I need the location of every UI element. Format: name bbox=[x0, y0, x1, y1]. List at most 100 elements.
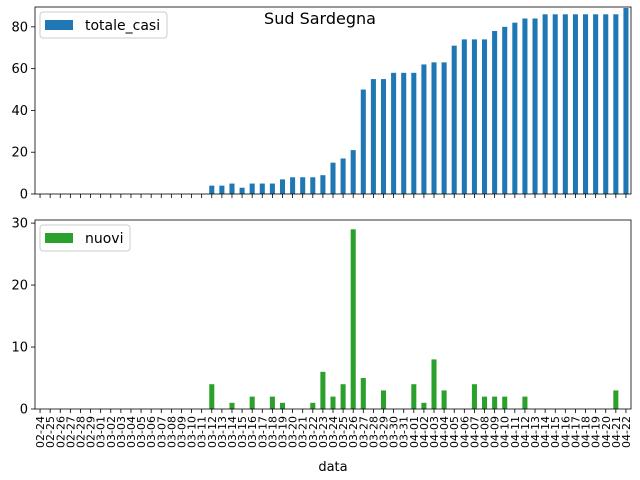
top-bar-03-22 bbox=[310, 177, 316, 194]
top-bar-04-13 bbox=[532, 18, 538, 194]
bottom-bar-03-19 bbox=[279, 402, 286, 409]
xtick-label-04-20: 04-20 bbox=[600, 416, 613, 448]
xtick-label-04-04: 04-04 bbox=[438, 416, 451, 448]
xtick-label-03-22: 03-22 bbox=[307, 416, 320, 448]
xtick-label-03-16: 03-16 bbox=[246, 416, 259, 448]
top-bar-03-28 bbox=[370, 79, 376, 194]
top-bar-03-13 bbox=[219, 185, 225, 194]
top-bar-03-29 bbox=[380, 79, 387, 194]
top-bar-04-09 bbox=[492, 31, 498, 195]
top-bar-04-07 bbox=[471, 39, 477, 194]
top-bar-04-21 bbox=[613, 14, 619, 195]
bottom-bar-04-12 bbox=[522, 396, 528, 409]
top-bar-03-23 bbox=[320, 175, 326, 194]
bottom-ytick-label: 30 bbox=[11, 217, 28, 232]
xtick-label-04-09: 04-09 bbox=[489, 416, 502, 448]
bottom-bar-04-10 bbox=[502, 396, 508, 409]
xtick-label-02-24: 02-24 bbox=[34, 416, 47, 448]
xtick-label-03-03: 03-03 bbox=[115, 416, 128, 448]
top-bar-04-06 bbox=[461, 39, 467, 194]
bottom-bar-03-16 bbox=[249, 396, 255, 409]
xtick-label-04-14: 04-14 bbox=[539, 416, 552, 448]
xtick-label-04-08: 04-08 bbox=[479, 416, 492, 448]
top-bar-03-21 bbox=[300, 177, 306, 194]
bottom-bar-03-22 bbox=[310, 402, 316, 409]
xtick-label-03-21: 03-21 bbox=[297, 416, 310, 448]
xtick-label-03-26: 03-26 bbox=[347, 416, 360, 448]
bottom-axes-frame bbox=[34, 219, 632, 410]
xtick-label-04-05: 04-05 bbox=[448, 416, 461, 448]
top-bar-04-10 bbox=[502, 26, 508, 194]
top-bar-04-20 bbox=[603, 14, 609, 195]
xtick-label-04-07: 04-07 bbox=[468, 416, 481, 448]
xtick-label-03-02: 03-02 bbox=[105, 416, 118, 448]
xtick-label-04-21: 04-21 bbox=[610, 416, 623, 448]
xtick-label-04-02: 04-02 bbox=[418, 416, 431, 448]
top-bar-04-04 bbox=[441, 62, 447, 195]
xtick-label-03-20: 03-20 bbox=[287, 416, 300, 448]
xtick-label-02-27: 02-27 bbox=[64, 416, 77, 448]
bottom-bar-04-07 bbox=[471, 384, 477, 409]
top-bar-04-05 bbox=[451, 45, 457, 195]
xtick-label-03-27: 03-27 bbox=[357, 416, 370, 448]
top-bar-04-22 bbox=[623, 8, 629, 195]
top-legend-label: totale_casi bbox=[85, 18, 160, 34]
top-bar-04-17 bbox=[572, 14, 578, 195]
xtick-label-04-01: 04-01 bbox=[408, 416, 421, 448]
top-bar-03-31 bbox=[401, 72, 407, 194]
bottom-bar-04-04 bbox=[441, 390, 447, 409]
top-bar-04-03 bbox=[431, 62, 437, 195]
xtick-label-03-31: 03-31 bbox=[398, 416, 411, 448]
top-bar-03-15 bbox=[239, 187, 245, 194]
bottom-bar-03-18 bbox=[269, 396, 275, 409]
xtick-label-03-14: 03-14 bbox=[226, 416, 239, 448]
xtick-label-03-23: 03-23 bbox=[317, 416, 330, 448]
top-bar-03-26 bbox=[350, 150, 356, 194]
xtick-label-03-07: 03-07 bbox=[155, 416, 168, 448]
xtick-label-03-17: 03-17 bbox=[256, 416, 269, 448]
top-bar-04-02 bbox=[421, 64, 427, 195]
bottom-bar-04-01 bbox=[411, 384, 417, 409]
bottom-ytick-label: 0 bbox=[20, 403, 28, 418]
xtick-label-03-06: 03-06 bbox=[145, 416, 158, 448]
xtick-label-04-13: 04-13 bbox=[529, 416, 542, 448]
xtick-label-03-28: 03-28 bbox=[367, 416, 380, 448]
xtick-label-03-05: 03-05 bbox=[135, 416, 148, 448]
top-bar-04-16 bbox=[562, 14, 568, 195]
bottom-bar-03-26 bbox=[350, 229, 356, 409]
xtick-label-03-13: 03-13 bbox=[216, 416, 229, 448]
xtick-label-03-11: 03-11 bbox=[196, 416, 209, 448]
xtick-label-04-06: 04-06 bbox=[458, 416, 471, 448]
xtick-label-02-28: 02-28 bbox=[74, 416, 87, 448]
bottom-chart-new-cases: 010203002-2402-2502-2602-2702-2802-2903-… bbox=[11, 217, 632, 475]
top-bar-03-25 bbox=[340, 158, 346, 194]
top-bar-03-17 bbox=[259, 183, 265, 194]
top-chart-total-cases: 0 20 40 60 80 totale_casi bbox=[11, 6, 632, 203]
bottom-ytick-label: 20 bbox=[11, 279, 28, 294]
top-axes-frame bbox=[34, 6, 632, 195]
bottom-legend-box bbox=[39, 224, 131, 252]
top-bar-03-14 bbox=[229, 183, 235, 194]
top-bar-03-12 bbox=[209, 185, 215, 194]
xtick-label-03-10: 03-10 bbox=[186, 416, 199, 448]
xtick-label-02-29: 02-29 bbox=[85, 416, 98, 448]
xtick-label-02-26: 02-26 bbox=[54, 416, 67, 448]
top-legend-box bbox=[39, 11, 168, 39]
bottom-bar-03-12 bbox=[209, 384, 215, 409]
top-bar-03-20 bbox=[290, 177, 296, 194]
xtick-label-04-17: 04-17 bbox=[569, 416, 582, 448]
bottom-bar-03-25 bbox=[340, 384, 346, 409]
x-axis-label: data bbox=[318, 460, 347, 475]
bottom-legend-label: nuovi bbox=[85, 231, 124, 247]
xtick-label-03-30: 03-30 bbox=[388, 416, 401, 448]
bottom-bar-04-02 bbox=[421, 402, 427, 409]
xtick-label-04-12: 04-12 bbox=[519, 416, 532, 448]
top-bar-04-11 bbox=[512, 22, 518, 195]
bottom-ytick-label: 10 bbox=[11, 341, 28, 356]
top-bar-04-19 bbox=[593, 14, 599, 195]
top-bar-03-24 bbox=[330, 162, 336, 194]
top-ytick-label: 80 bbox=[11, 20, 28, 35]
top-ytick-label: 40 bbox=[11, 104, 28, 119]
top-ytick-label: 60 bbox=[11, 62, 28, 77]
